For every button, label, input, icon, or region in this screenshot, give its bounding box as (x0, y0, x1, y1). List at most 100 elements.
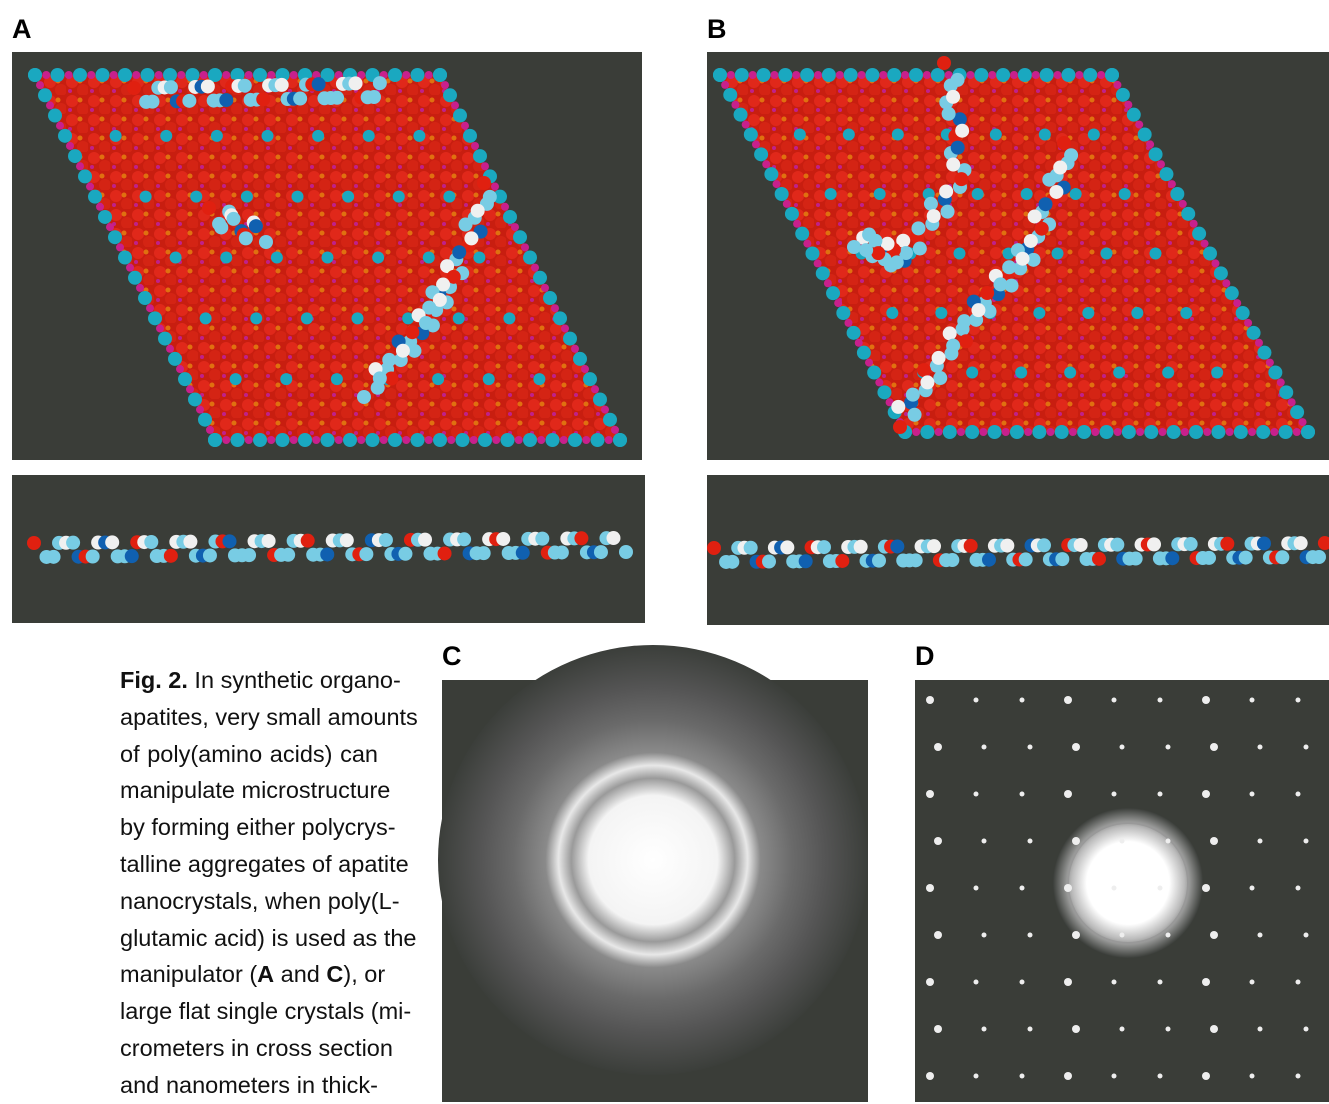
atom (1168, 180, 1176, 188)
atom (1158, 1074, 1163, 1079)
atom (814, 259, 822, 267)
caption-text: manipulate microstructure (120, 777, 390, 803)
atom (783, 200, 791, 208)
atom (513, 230, 527, 244)
atom (955, 124, 969, 138)
atom (742, 121, 750, 129)
atom (148, 311, 162, 325)
atom (1301, 425, 1315, 439)
atom (911, 221, 925, 235)
atom (945, 553, 959, 567)
atom (227, 212, 241, 226)
atom (754, 147, 768, 161)
atom (1131, 307, 1143, 319)
atom (974, 1074, 979, 1079)
caption-text: ), or (343, 961, 385, 987)
atom (1225, 286, 1239, 300)
atom (799, 554, 813, 568)
atom (433, 433, 447, 447)
atom (926, 696, 934, 704)
atom (1024, 234, 1038, 248)
atom (108, 230, 122, 244)
atom (974, 886, 979, 891)
atom (581, 365, 589, 373)
atom (56, 122, 64, 130)
atom (1075, 71, 1083, 79)
atom (951, 141, 965, 155)
atom (1162, 367, 1174, 379)
atom (744, 128, 758, 142)
atom (794, 129, 806, 141)
caption-line: crometers in cross section (120, 1030, 378, 1067)
atom (752, 140, 760, 148)
atom (170, 252, 182, 264)
atom (160, 130, 172, 142)
atom (727, 71, 735, 79)
atom (1296, 698, 1301, 703)
atom (106, 223, 114, 231)
panel-label: C (442, 641, 462, 672)
atom (792, 71, 800, 79)
atom (214, 220, 228, 234)
atom (1120, 745, 1125, 750)
atom (1016, 252, 1030, 266)
atom (186, 385, 194, 393)
atom (521, 243, 529, 251)
atom (363, 130, 375, 142)
atom (1127, 108, 1141, 122)
atom (393, 191, 405, 203)
atom (543, 291, 557, 305)
atom (1129, 552, 1143, 566)
atom (293, 92, 307, 106)
atom (865, 359, 873, 367)
atom (156, 324, 164, 332)
atom (413, 130, 425, 142)
atom (927, 539, 941, 553)
atom (396, 344, 410, 358)
atom (1250, 1074, 1255, 1079)
caption-text: large flat single crystals (mi- (120, 998, 411, 1024)
atom (1110, 538, 1124, 552)
atom (1064, 978, 1072, 986)
atom (267, 436, 275, 444)
atom (298, 433, 312, 447)
atom (262, 534, 276, 548)
atom (144, 535, 158, 549)
atom (492, 436, 500, 444)
atom (1000, 539, 1014, 553)
atom (275, 78, 289, 92)
atom (1270, 428, 1278, 436)
atom (1202, 1072, 1210, 1080)
atom (1202, 696, 1210, 704)
atom (473, 149, 487, 163)
atom (176, 365, 184, 373)
atom (343, 433, 357, 447)
atom (574, 531, 588, 545)
atom (36, 81, 44, 89)
atom (242, 548, 256, 562)
atom (1053, 160, 1067, 174)
atom (188, 392, 202, 406)
atom (1113, 367, 1125, 379)
atom (42, 71, 50, 79)
atom (1189, 425, 1203, 439)
atom (886, 307, 898, 319)
atom (593, 392, 607, 406)
atom (155, 71, 163, 79)
atom (125, 549, 139, 563)
atom (1028, 839, 1033, 844)
atom (934, 1025, 942, 1033)
atom (86, 549, 100, 563)
caption-text: by forming either polycrys- (120, 814, 396, 840)
panel-label: B (707, 14, 727, 45)
page: A B C D Fig. 2. In synthetic organo-apat… (0, 0, 1329, 1102)
atom (87, 71, 95, 79)
atom (178, 372, 192, 386)
atom (1077, 425, 1091, 439)
atom (935, 428, 943, 436)
atom (359, 547, 373, 561)
caption-text: of poly(amino acids) can (120, 741, 378, 767)
atom (1159, 167, 1173, 181)
atom (1250, 792, 1255, 797)
atom (1057, 136, 1071, 150)
